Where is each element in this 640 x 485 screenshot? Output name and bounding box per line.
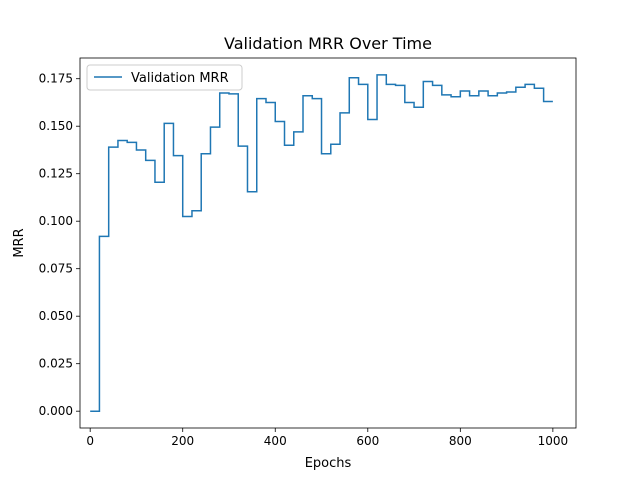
x-tick-label: 1000 xyxy=(538,434,569,448)
y-tick-label: 0.050 xyxy=(39,309,73,323)
x-tick-label: 200 xyxy=(171,434,194,448)
y-tick-label: 0.025 xyxy=(39,357,73,371)
chart-title: Validation MRR Over Time xyxy=(224,34,432,53)
y-tick-label: 0.125 xyxy=(39,167,73,181)
y-axis-label: MRR xyxy=(12,228,27,257)
legend-label: Validation MRR xyxy=(131,71,229,86)
y-axis: 0.000 0.025 0.050 0.075 0.100 0.125 0.150 0.175 xyxy=(39,72,80,418)
plot-frame xyxy=(79,57,577,429)
x-tick-label: 400 xyxy=(264,434,287,448)
legend-box xyxy=(86,64,243,91)
x-tick-label: 0 xyxy=(86,434,94,448)
x-tick-label: 600 xyxy=(356,434,379,448)
x-axis: 0 200 400 600 800 1000 xyxy=(86,428,568,448)
y-tick-label: 0.100 xyxy=(39,214,73,228)
y-tick-label: 0.075 xyxy=(39,262,73,276)
series-line-validation-mrr xyxy=(90,74,553,412)
x-axis-label: Epochs xyxy=(305,456,352,471)
x-tick-label: 800 xyxy=(449,434,472,448)
legend: Validation MRR xyxy=(86,64,243,91)
y-tick-label: 0.175 xyxy=(39,72,73,86)
y-tick-label: 0.150 xyxy=(39,119,73,133)
y-tick-label: 0.000 xyxy=(39,404,73,418)
